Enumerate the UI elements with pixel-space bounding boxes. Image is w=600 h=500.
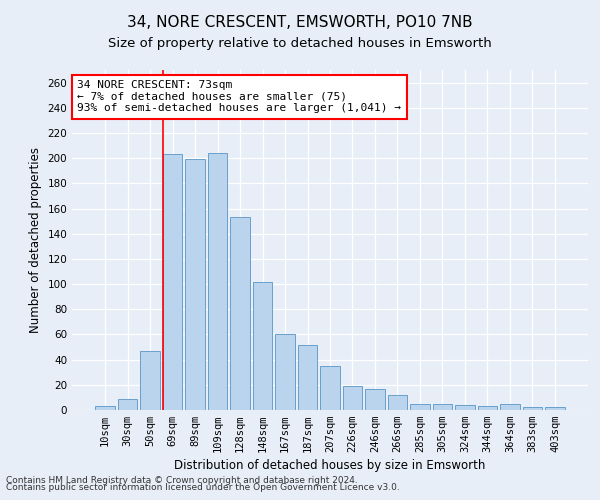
Bar (500, 404, 520, 410)
Bar (253, 282, 272, 410)
Bar (455, 405, 475, 410)
Bar (365, 388, 385, 410)
Bar (298, 344, 317, 410)
Bar (208, 153, 227, 410)
Bar (523, 408, 542, 410)
Bar (320, 366, 340, 410)
Bar (95, 406, 115, 410)
Text: 34 NORE CRESCENT: 73sqm
← 7% of detached houses are smaller (75)
93% of semi-det: 34 NORE CRESCENT: 73sqm ← 7% of detached… (77, 80, 401, 114)
Text: Contains public sector information licensed under the Open Government Licence v3: Contains public sector information licen… (6, 484, 400, 492)
X-axis label: Distribution of detached houses by size in Emsworth: Distribution of detached houses by size … (175, 460, 485, 472)
Text: Contains HM Land Registry data © Crown copyright and database right 2024.: Contains HM Land Registry data © Crown c… (6, 476, 358, 485)
Bar (230, 218, 250, 410)
Bar (478, 406, 497, 410)
Bar (388, 395, 407, 410)
Bar (410, 404, 430, 410)
Y-axis label: Number of detached properties: Number of detached properties (29, 147, 42, 333)
Bar (343, 386, 362, 410)
Bar (185, 160, 205, 410)
Bar (118, 398, 137, 410)
Bar (433, 404, 452, 410)
Bar (140, 351, 160, 410)
Text: 34, NORE CRESCENT, EMSWORTH, PO10 7NB: 34, NORE CRESCENT, EMSWORTH, PO10 7NB (127, 15, 473, 30)
Bar (275, 334, 295, 410)
Bar (545, 408, 565, 410)
Bar (163, 154, 182, 410)
Text: Size of property relative to detached houses in Emsworth: Size of property relative to detached ho… (108, 38, 492, 51)
